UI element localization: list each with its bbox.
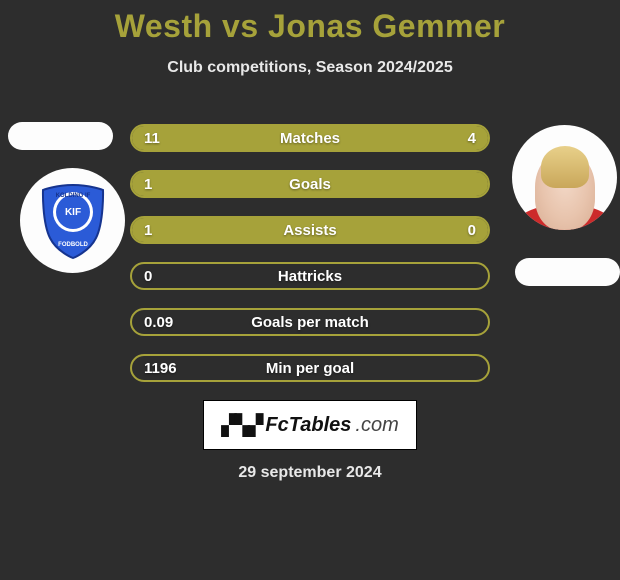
player-avatar-left: KIF FODBOLD KOLDING IF <box>20 168 125 273</box>
stat-row-min-per-goal: 1196 Min per goal <box>130 354 490 382</box>
stat-label: Goals per match <box>132 310 488 334</box>
spark-icon: ▞▚▞ <box>221 413 261 438</box>
date-label: 29 september 2024 <box>130 464 490 482</box>
comparison-bars: 11 Matches 4 1 Goals 1 Assists 0 0 Hattr… <box>130 124 490 482</box>
stat-label: Goals <box>132 172 488 196</box>
player-head <box>535 152 595 230</box>
stat-row-hattricks: 0 Hattricks <box>130 262 490 290</box>
player-avatar-right <box>512 125 617 230</box>
svg-text:FODBOLD: FODBOLD <box>58 242 88 248</box>
stat-row-goals-per-match: 0.09 Goals per match <box>130 308 490 336</box>
stat-row-goals: 1 Goals <box>130 170 490 198</box>
stat-label: Matches <box>132 126 488 150</box>
stat-row-matches: 11 Matches 4 <box>130 124 490 152</box>
branding-text-light: .com <box>355 414 398 437</box>
club-pill-left <box>8 122 113 150</box>
branding-text-bold: FcTables <box>265 414 351 437</box>
branding-box[interactable]: ▞▚▞ FcTables.com <box>203 400 417 450</box>
stat-value-right: 0 <box>468 218 476 242</box>
stat-value-right: 4 <box>468 126 476 150</box>
stat-row-assists: 1 Assists 0 <box>130 216 490 244</box>
svg-text:KOLDING IF: KOLDING IF <box>55 193 90 199</box>
club-pill-right <box>515 258 620 286</box>
svg-text:KIF: KIF <box>64 207 80 218</box>
page-title: Westh vs Jonas Gemmer <box>0 0 620 45</box>
club-crest-left: KIF FODBOLD KOLDING IF <box>20 168 125 273</box>
stat-label: Assists <box>132 218 488 242</box>
subtitle: Club competitions, Season 2024/2025 <box>0 59 620 77</box>
stat-label: Min per goal <box>132 356 488 380</box>
stat-label: Hattricks <box>132 264 488 288</box>
